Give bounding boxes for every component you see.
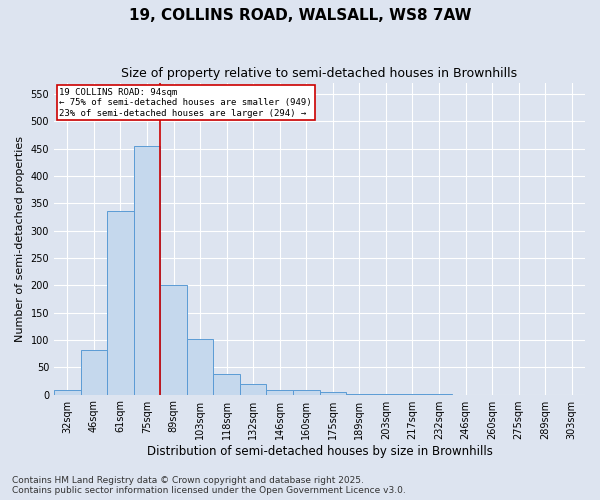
Bar [214,374,240,394]
Text: 19 COLLINS ROAD: 94sqm
← 75% of semi-detached houses are smaller (949)
23% of se: 19 COLLINS ROAD: 94sqm ← 75% of semi-det… [59,88,312,118]
Bar [160,286,187,395]
Bar [320,392,346,394]
Bar [293,390,320,394]
Text: Contains HM Land Registry data © Crown copyright and database right 2025.
Contai: Contains HM Land Registry data © Crown c… [12,476,406,495]
X-axis label: Distribution of semi-detached houses by size in Brownhills: Distribution of semi-detached houses by … [146,444,493,458]
Bar [134,146,160,394]
Bar [54,390,80,394]
Bar [187,339,214,394]
Bar [80,350,107,395]
Bar [240,384,266,394]
Y-axis label: Number of semi-detached properties: Number of semi-detached properties [15,136,25,342]
Bar [266,390,293,394]
Title: Size of property relative to semi-detached houses in Brownhills: Size of property relative to semi-detach… [121,68,518,80]
Bar [107,212,134,394]
Text: 19, COLLINS ROAD, WALSALL, WS8 7AW: 19, COLLINS ROAD, WALSALL, WS8 7AW [129,8,471,22]
